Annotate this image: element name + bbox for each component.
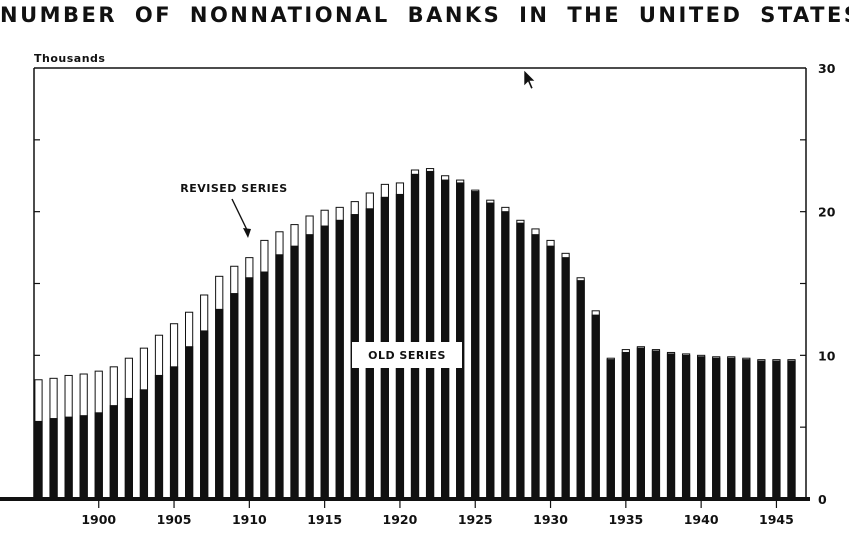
x-tick-label: 1910 bbox=[232, 512, 267, 527]
y-tick-label: 10 bbox=[818, 348, 836, 363]
bars bbox=[34, 168, 796, 500]
old-series-bar-1901 bbox=[109, 405, 118, 500]
old-series-bar-1903 bbox=[139, 389, 149, 500]
old-series-bar-1943 bbox=[742, 359, 751, 500]
old-series-bar-1934 bbox=[606, 359, 615, 500]
x-tick-label: 1925 bbox=[458, 512, 493, 527]
x-tick-label: 1945 bbox=[759, 512, 794, 527]
y-tick-label: 30 bbox=[818, 61, 836, 76]
old-series-bar-1936 bbox=[636, 347, 645, 500]
old-series-bar-1908 bbox=[215, 308, 224, 500]
old-series-bar-1923 bbox=[441, 179, 450, 500]
old-series-bar-1899 bbox=[79, 415, 88, 500]
old-series-bar-1929 bbox=[531, 234, 540, 500]
old-series-bar-1913 bbox=[290, 245, 299, 500]
old-series-bar-1922 bbox=[425, 170, 435, 500]
old-series-label: OLD SERIES bbox=[368, 349, 446, 362]
y-ticks: 0 10 20 30 bbox=[34, 61, 836, 507]
old-series-bar-1927 bbox=[501, 211, 510, 500]
old-series-bar-1924 bbox=[456, 182, 465, 500]
revised-series-annotation: REVISED SERIES bbox=[180, 182, 287, 238]
old-series-label-group: OLD SERIES bbox=[352, 342, 462, 368]
old-series-bar-1912 bbox=[275, 254, 284, 500]
old-series-bar-1915 bbox=[320, 225, 329, 500]
old-series-bar-1930 bbox=[546, 245, 555, 500]
old-series-bar-1933 bbox=[591, 314, 600, 500]
x-tick-label: 1930 bbox=[533, 512, 568, 527]
y-tick-label: 0 bbox=[818, 492, 827, 507]
old-series-bar-1926 bbox=[486, 202, 495, 500]
old-series-bar-1906 bbox=[185, 346, 194, 500]
revised-series-label: REVISED SERIES bbox=[180, 182, 287, 195]
old-series-bar-1938 bbox=[666, 353, 676, 500]
old-series-bar-1898 bbox=[64, 416, 73, 500]
old-series-bar-1941 bbox=[712, 357, 721, 500]
old-series-bar-1909 bbox=[230, 293, 239, 500]
old-series-bar-1935 bbox=[621, 351, 630, 500]
old-series-bar-1932 bbox=[576, 280, 585, 500]
x-ticks: 1900 1905 1910 1915 1920 1925 1930 1935 1940 1945 bbox=[81, 499, 794, 527]
old-series-bar-1911 bbox=[260, 271, 269, 500]
baseline bbox=[0, 497, 810, 501]
chart-title: NUMBER OF NONNATIONAL BANKS IN THE UNITE… bbox=[0, 3, 849, 27]
old-series-bar-1902 bbox=[124, 397, 133, 500]
x-tick-label: 1920 bbox=[383, 512, 418, 527]
plot-frame bbox=[33, 67, 807, 499]
x-tick-label: 1935 bbox=[608, 512, 643, 527]
old-series-bar-1897 bbox=[49, 418, 58, 500]
x-tick-label: 1915 bbox=[307, 512, 342, 527]
old-series-bar-1914 bbox=[305, 234, 314, 500]
old-series-bar-1896 bbox=[34, 420, 43, 500]
revised-series-pointer-arrowhead bbox=[243, 228, 251, 238]
old-series-bar-1945 bbox=[772, 360, 781, 500]
old-series-bar-1916 bbox=[335, 219, 344, 500]
old-series-bar-1904 bbox=[154, 374, 164, 500]
old-series-bar-1900 bbox=[94, 412, 103, 500]
old-series-bar-1928 bbox=[516, 222, 525, 500]
old-series-bar-1921 bbox=[410, 173, 420, 500]
mouse-cursor-icon bbox=[523, 69, 536, 90]
old-series-bar-1944 bbox=[757, 360, 766, 500]
y-tick-label: 20 bbox=[818, 205, 836, 220]
old-series-bar-1937 bbox=[651, 350, 661, 500]
old-series-bar-1946 bbox=[787, 360, 796, 500]
old-series-label-background bbox=[352, 342, 462, 368]
x-tick-label: 1900 bbox=[81, 512, 116, 527]
old-series-bar-1939 bbox=[681, 354, 691, 500]
old-series-bar-1940 bbox=[697, 356, 706, 500]
x-tick-label: 1905 bbox=[157, 512, 192, 527]
revised-series-pointer-line bbox=[231, 198, 249, 233]
old-series-bar-1942 bbox=[727, 357, 736, 500]
old-series-bar-1905 bbox=[169, 366, 179, 500]
x-tick-label: 1940 bbox=[684, 512, 719, 527]
old-series-bar-1931 bbox=[561, 257, 570, 500]
old-series-bar-1907 bbox=[200, 330, 209, 500]
y-axis-unit-label: Thousands bbox=[34, 52, 105, 65]
old-series-bar-1925 bbox=[471, 191, 480, 500]
old-series-bar-1910 bbox=[245, 277, 254, 500]
